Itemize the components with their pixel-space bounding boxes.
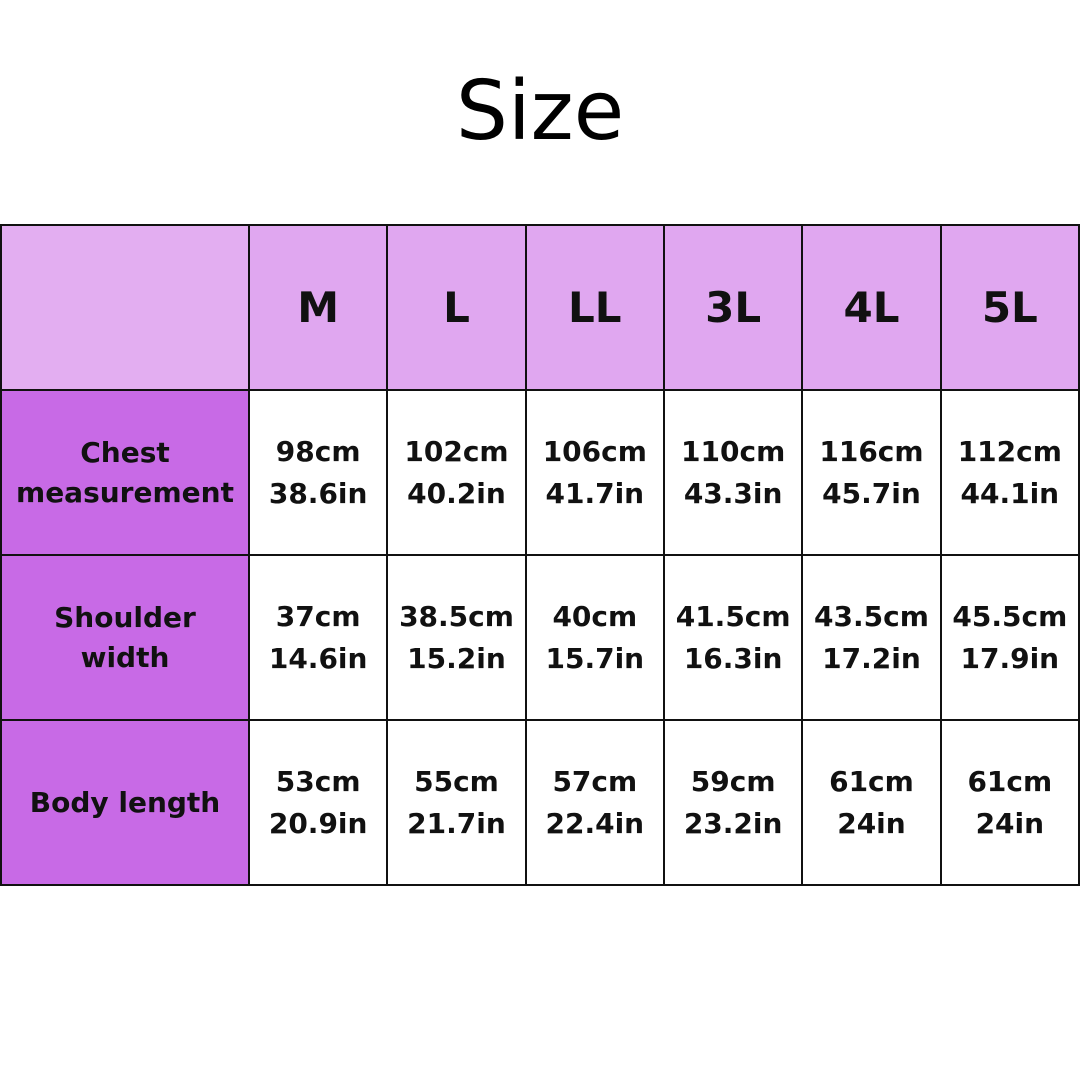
- measurement: 43.5cm: [814, 599, 929, 633]
- measurement: 57cm: [552, 764, 638, 798]
- size-cell: 116cm 45.7in: [801, 389, 942, 556]
- size-cell: 61cm 24in: [801, 719, 942, 886]
- measurement: 22.4in: [545, 806, 645, 840]
- size-cell: 110cm 43.3in: [662, 389, 804, 556]
- measurement: 44.1in: [960, 476, 1060, 510]
- size-cell: 40cm 15.7in: [524, 554, 665, 721]
- table-body: M L LL 3L 4L 5L Chest measurement 98cm 38.6in 102…: [0, 224, 1080, 886]
- measurement: 37cm: [275, 599, 361, 633]
- measurement: 24in: [975, 806, 1045, 840]
- header-row: M L LL 3L 4L 5L: [0, 224, 1080, 391]
- size-header: 4L: [801, 224, 942, 391]
- row-label: Body length: [0, 719, 250, 886]
- size-header: LL: [524, 224, 665, 391]
- measurement: 38.5cm: [399, 599, 514, 633]
- row-label: Chest measurement: [0, 389, 250, 556]
- measurement: 14.6in: [268, 641, 368, 675]
- row-label: Shoulder width: [0, 554, 250, 721]
- measurement: 53cm: [275, 764, 361, 798]
- measurement: 55cm: [414, 764, 499, 798]
- size-cell: 61cm 24in: [939, 719, 1080, 886]
- measurement: 23.2in: [683, 806, 783, 840]
- measurement: 17.2in: [822, 641, 921, 675]
- measurement: 45.5cm: [952, 599, 1068, 633]
- size-cell: 45.5cm 17.9in: [939, 554, 1080, 721]
- measurement: 106cm: [542, 434, 647, 468]
- size-cell: 106cm 41.7in: [524, 389, 665, 556]
- measurement: 40.2in: [407, 476, 506, 510]
- size-cell: 37cm 14.6in: [247, 554, 389, 721]
- measurement: 17.9in: [960, 641, 1060, 675]
- measurement: 41.7in: [545, 476, 645, 510]
- measurement: 45.7in: [822, 476, 921, 510]
- data-row: Shoulder width 37cm 14.6in 38.5cm 15.2in 40cm…: [0, 554, 1080, 721]
- measurement: 15.7in: [545, 641, 645, 675]
- measurement: 15.2in: [407, 641, 506, 675]
- size-table: M L LL 3L 4L 5L Chest measurement 98cm 38.6in 102…: [0, 224, 1080, 886]
- size-cell: 57cm 22.4in: [524, 719, 665, 886]
- measurement: 40cm: [552, 599, 638, 633]
- size-cell: 98cm 38.6in: [247, 389, 389, 556]
- measurement: 112cm: [957, 434, 1062, 468]
- size-header: L: [386, 224, 527, 391]
- measurement: 98cm: [275, 434, 361, 468]
- size-header: 3L: [662, 224, 804, 391]
- size-cell: 59cm 23.2in: [662, 719, 804, 886]
- corner-cell: [0, 224, 250, 391]
- size-cell: 112cm 44.1in: [939, 389, 1080, 556]
- measurement: 38.6in: [268, 476, 368, 510]
- measurement: 20.9in: [268, 806, 368, 840]
- title: Size: [455, 64, 625, 159]
- size-cell: 102cm 40.2in: [386, 389, 527, 556]
- size-header: M: [247, 224, 389, 391]
- data-row: Chest measurement 98cm 38.6in 102cm 40.2in 10…: [0, 389, 1080, 556]
- data-row: Body length 53cm 20.9in 55cm 21.7in 57cm 22.4i…: [0, 719, 1080, 886]
- measurement: 16.3in: [683, 641, 783, 675]
- size-cell: 38.5cm 15.2in: [386, 554, 527, 721]
- measurement: 43.3in: [683, 476, 783, 510]
- measurement: 21.7in: [407, 806, 506, 840]
- measurement: 110cm: [681, 434, 786, 468]
- size-header: 5L: [939, 224, 1080, 391]
- measurement: 61cm: [967, 764, 1053, 798]
- measurement: 24in: [837, 806, 906, 840]
- size-cell: 53cm 20.9in: [247, 719, 389, 886]
- measurement: 41.5cm: [675, 599, 791, 633]
- measurement: 116cm: [819, 434, 924, 468]
- measurement: 102cm: [404, 434, 509, 468]
- measurement: 59cm: [690, 764, 776, 798]
- size-cell: 43.5cm 17.2in: [801, 554, 942, 721]
- measurement: 61cm: [829, 764, 914, 798]
- size-cell: 55cm 21.7in: [386, 719, 527, 886]
- size-cell: 41.5cm 16.3in: [662, 554, 804, 721]
